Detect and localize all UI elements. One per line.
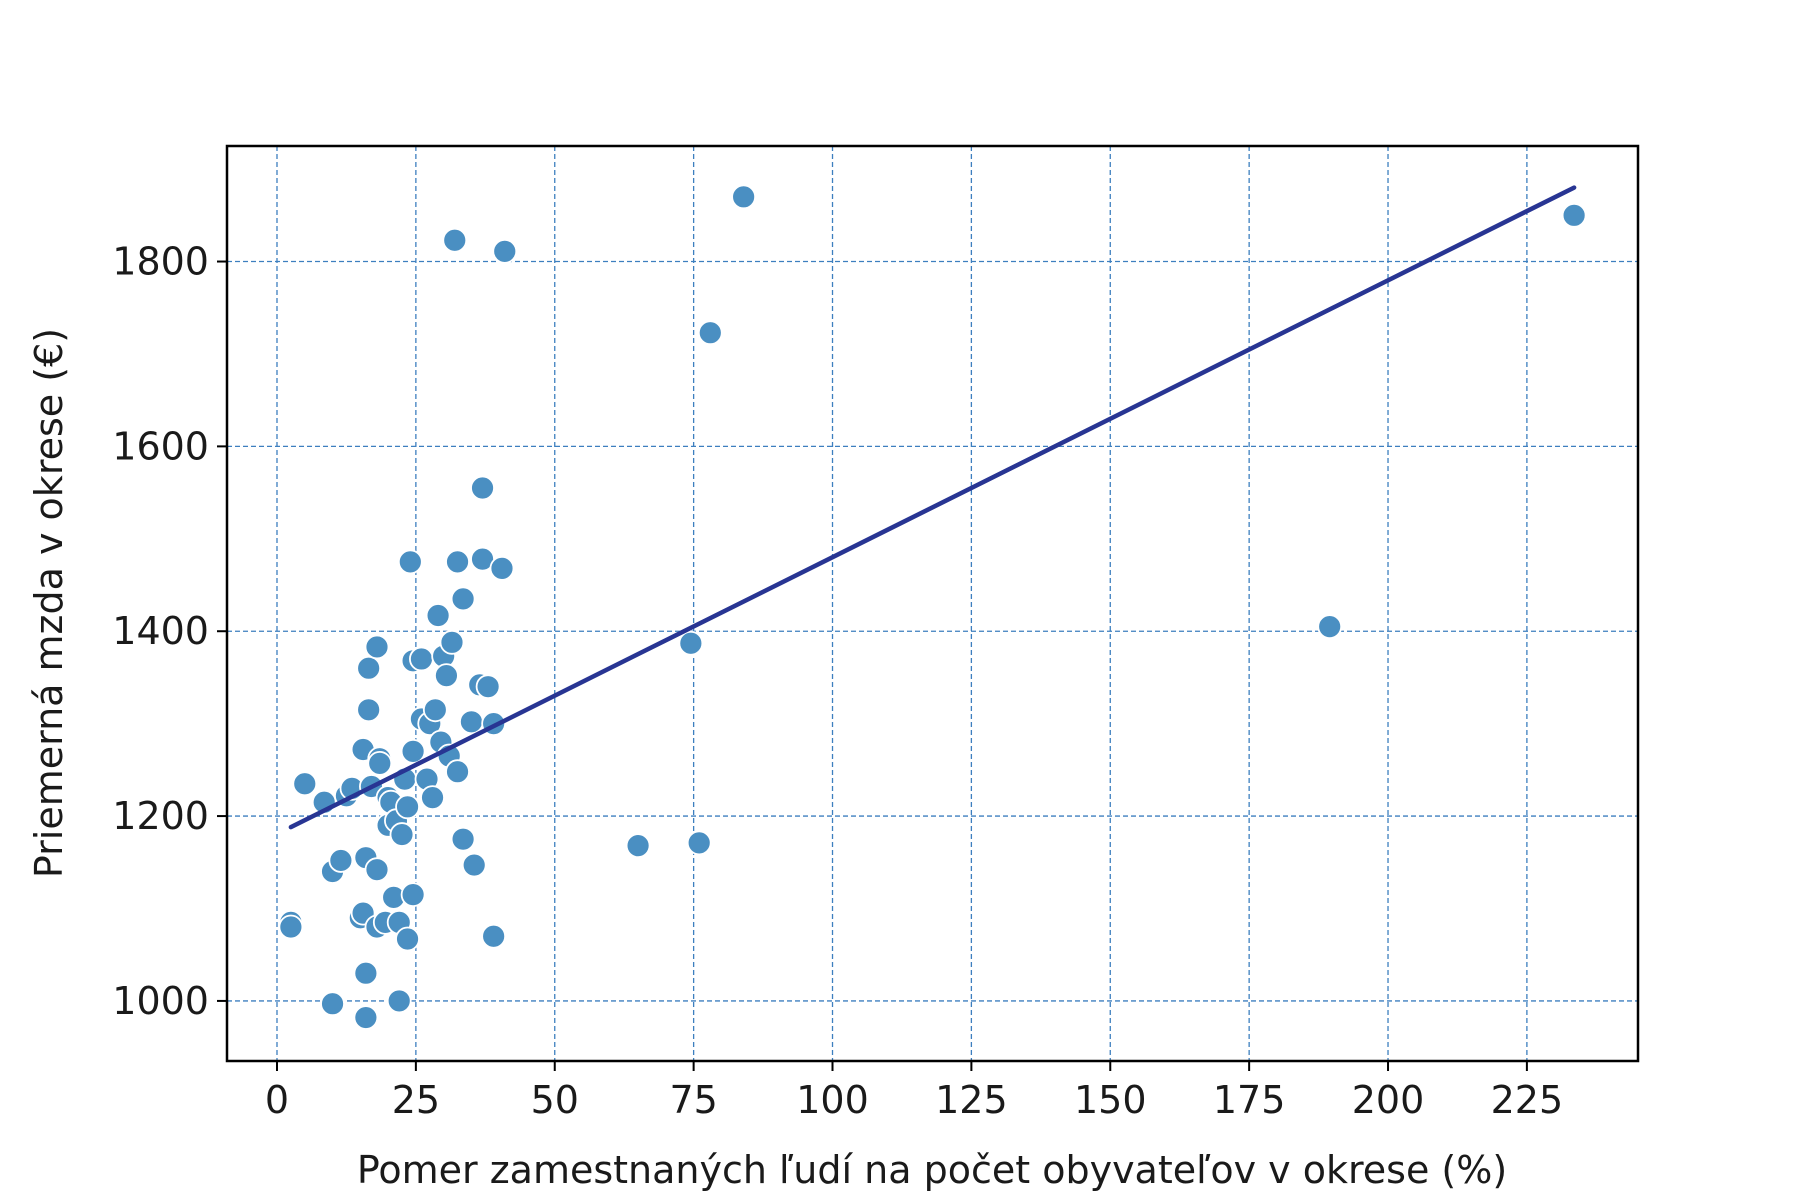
y-tick-label: 1200 (112, 794, 209, 838)
data-point (459, 709, 484, 735)
data-point (1561, 202, 1587, 228)
data-point (367, 750, 393, 776)
data-point (320, 991, 345, 1017)
grid-lines (227, 146, 1638, 1061)
data-point (434, 663, 459, 688)
data-point (400, 738, 426, 764)
data-point (625, 833, 651, 859)
data-point (395, 794, 420, 820)
data-point (422, 697, 448, 723)
data-point (389, 822, 415, 847)
y-tick-label: 1400 (112, 609, 209, 653)
data-point (461, 852, 487, 878)
data-point (731, 184, 757, 210)
data-point (481, 923, 507, 949)
data-point (425, 603, 451, 628)
y-axis-ticks: 1000 1200 1400 1600 1800 (112, 240, 227, 1023)
x-tick-label: 100 (796, 1078, 869, 1122)
x-axis-label: Pomer zamestnaných ľudí na počet obyvate… (357, 1148, 1507, 1192)
x-tick-label: 150 (1074, 1078, 1147, 1122)
data-point (356, 655, 382, 681)
data-point (450, 586, 476, 612)
data-point (489, 555, 515, 581)
x-tick-label: 25 (392, 1078, 440, 1122)
x-tick-label: 225 (1491, 1078, 1564, 1122)
data-point (364, 634, 390, 660)
y-tick-label: 1000 (112, 979, 209, 1023)
data-point (492, 238, 518, 264)
data-point (386, 988, 412, 1014)
data-point (470, 475, 495, 501)
regression-line (288, 185, 1577, 830)
data-point (439, 629, 465, 655)
y-tick-label: 1800 (112, 240, 209, 284)
x-tick-label: 125 (935, 1078, 1008, 1122)
data-point (445, 549, 470, 575)
data-point (364, 857, 390, 883)
data-point (409, 646, 434, 672)
data-point (420, 785, 445, 810)
data-point (353, 960, 379, 986)
y-axis-label: Priemerná mzda v okrese (€) (27, 328, 71, 878)
data-points (278, 184, 1587, 1030)
data-point (442, 227, 468, 253)
data-point (292, 771, 318, 797)
plot-frame (225, 144, 1640, 1063)
data-point (475, 674, 501, 700)
data-point (356, 697, 382, 723)
x-tick-label: 0 (265, 1078, 289, 1122)
x-tick-label: 75 (669, 1078, 717, 1122)
data-point (328, 848, 354, 873)
data-point (678, 630, 704, 656)
x-tick-label: 50 (531, 1078, 579, 1122)
data-point (686, 830, 712, 856)
data-point (353, 1005, 379, 1030)
data-point (278, 914, 304, 940)
data-point (395, 926, 420, 952)
y-tick-label: 1600 (112, 424, 209, 468)
trend-line (288, 185, 1577, 830)
data-point (397, 549, 423, 575)
data-point (1317, 614, 1343, 640)
data-point (697, 320, 723, 346)
x-tick-label: 200 (1352, 1078, 1425, 1122)
x-tick-label: 175 (1213, 1078, 1286, 1122)
data-point (450, 826, 476, 852)
x-axis-ticks: 0 25 50 75 100 125 150 175 200 225 (265, 1061, 1563, 1122)
data-point (445, 759, 470, 785)
data-point (400, 882, 426, 908)
